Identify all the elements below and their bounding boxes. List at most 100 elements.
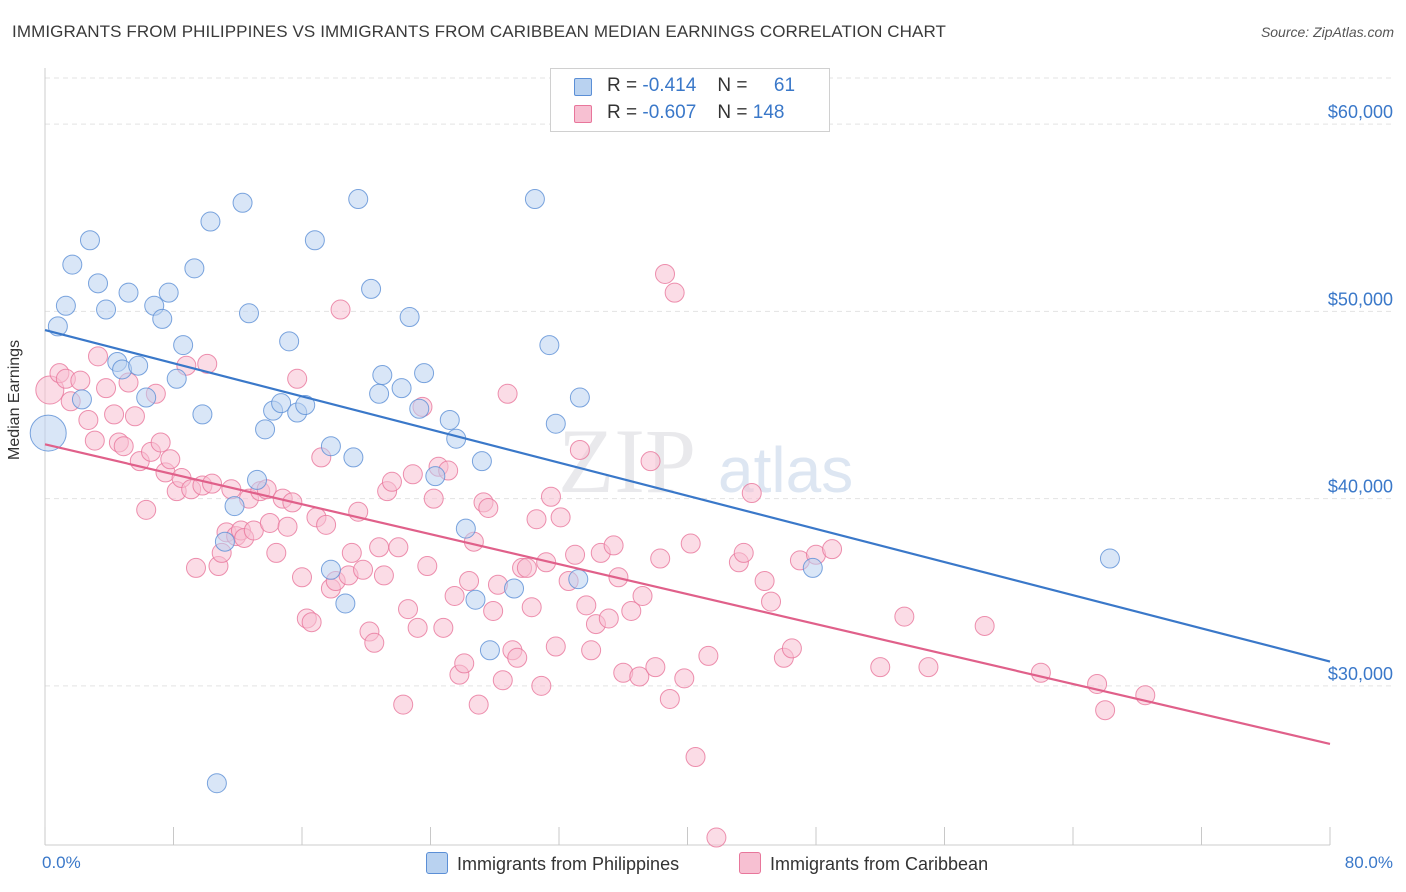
- philippines-point: [79, 230, 100, 251]
- caribbean-point: [407, 617, 428, 638]
- caribbean-point: [96, 378, 117, 399]
- philippines-point: [279, 331, 300, 352]
- x-tick-left: 0.0%: [42, 853, 81, 872]
- caribbean-point: [364, 632, 385, 653]
- caribbean-point: [674, 668, 695, 689]
- caribbean-point: [781, 638, 802, 659]
- y-tick-labels: $30,000 $40,000 $50,000 $60,000: [1328, 102, 1393, 684]
- caribbean-point: [550, 507, 571, 528]
- philippines-point: [545, 413, 566, 434]
- legend-r-label: R =: [607, 102, 638, 123]
- caribbean-point: [621, 600, 642, 621]
- philippines-point: [391, 378, 412, 399]
- caribbean-points: [35, 263, 1156, 848]
- philippines-point: [409, 398, 430, 419]
- philippines-point: [158, 282, 179, 303]
- legend-r-value: -0.607: [642, 102, 697, 123]
- caribbean-point: [277, 516, 298, 537]
- philippines-swatch: [574, 78, 592, 96]
- bottom-legend-label: Immigrants from Philippines: [457, 854, 680, 874]
- philippines-point: [88, 273, 109, 294]
- philippines-point: [152, 308, 173, 329]
- philippines-point: [247, 469, 268, 490]
- caribbean-point: [822, 539, 843, 560]
- bottom-legend-label: Immigrants from Caribbean: [770, 854, 989, 874]
- y-tick-label: $30,000: [1328, 664, 1393, 684]
- caribbean-point: [754, 571, 775, 592]
- caribbean-point: [516, 557, 537, 578]
- philippines-point: [55, 295, 76, 316]
- philippines-point: [224, 496, 245, 517]
- philippines-point: [335, 593, 356, 614]
- caribbean-point: [417, 556, 438, 577]
- philippines-swatch: [426, 852, 448, 874]
- caribbean-point: [84, 430, 105, 451]
- philippines-point: [238, 303, 259, 324]
- philippines-point: [414, 363, 435, 384]
- caribbean-point: [330, 299, 351, 320]
- caribbean-point: [565, 544, 586, 565]
- caribbean-point: [369, 537, 390, 558]
- y-tick-label: $40,000: [1328, 477, 1393, 497]
- caribbean-point: [603, 535, 624, 556]
- philippines-points: [29, 189, 1120, 794]
- caribbean-point: [301, 612, 322, 633]
- caribbean-point: [629, 666, 650, 687]
- caribbean-point: [598, 608, 619, 629]
- caribbean-point: [78, 409, 99, 430]
- philippines-point: [271, 393, 292, 414]
- caribbean-point: [761, 591, 782, 612]
- philippines-point: [320, 559, 341, 580]
- philippines-point: [524, 189, 545, 210]
- caribbean-point: [483, 600, 504, 621]
- caribbean-point: [664, 282, 685, 303]
- caribbean-point: [645, 657, 666, 678]
- trend-lines: [44, 329, 1331, 745]
- philippines-point: [568, 569, 589, 590]
- caribbean-point: [468, 694, 489, 715]
- philippines-point: [304, 230, 325, 251]
- caribbean-point: [136, 499, 157, 520]
- caribbean-point: [393, 694, 414, 715]
- caribbean-point: [402, 464, 423, 485]
- watermark: ZIP atlas: [558, 410, 853, 512]
- philippines-point: [465, 589, 486, 610]
- caribbean-point: [640, 451, 661, 472]
- caribbean-point: [70, 370, 91, 391]
- caribbean-point: [870, 657, 891, 678]
- philippines-point: [425, 466, 446, 487]
- caribbean-point: [526, 509, 547, 530]
- philippines-point: [320, 436, 341, 457]
- philippines-point: [439, 409, 460, 430]
- caribbean-point: [698, 645, 719, 666]
- caribbean-point: [569, 439, 590, 460]
- philippines-point: [214, 531, 235, 552]
- caribbean-point: [894, 606, 915, 627]
- caribbean-point: [316, 514, 337, 535]
- correlation-legend: R = -0.414 N = 61 R = -0.607 N = 148: [550, 68, 830, 132]
- philippines-point: [173, 335, 194, 356]
- philippines-point: [479, 640, 500, 661]
- caribbean-point: [492, 670, 513, 691]
- caribbean-point: [454, 653, 475, 674]
- caribbean-point: [659, 688, 680, 709]
- caribbean-point: [381, 471, 402, 492]
- caribbean-point: [1030, 662, 1051, 683]
- caribbean-point: [733, 542, 754, 563]
- caribbean-point: [373, 565, 394, 586]
- caribbean-swatch: [739, 852, 761, 874]
- caribbean-point: [531, 675, 552, 696]
- caribbean-point: [581, 640, 602, 661]
- philippines-point: [192, 404, 213, 425]
- philippines-point: [361, 278, 382, 299]
- caribbean-point: [655, 263, 676, 284]
- caribbean-point: [292, 567, 312, 588]
- caribbean-point: [741, 483, 762, 504]
- philippines-point: [128, 355, 149, 376]
- caribbean-swatch: [574, 105, 592, 123]
- caribbean-point: [388, 537, 409, 558]
- caribbean-point: [650, 548, 671, 569]
- philippines-point: [96, 299, 117, 320]
- philippines-point: [504, 578, 525, 599]
